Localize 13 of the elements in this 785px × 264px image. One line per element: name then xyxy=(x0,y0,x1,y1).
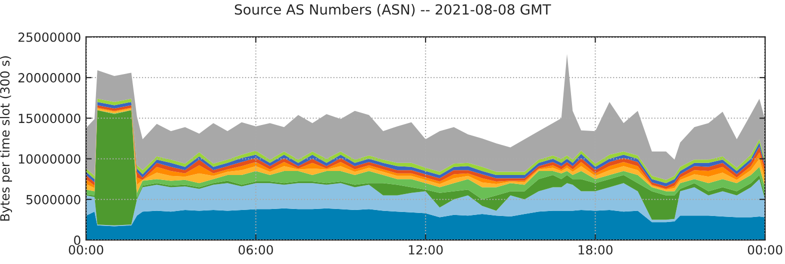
y-tick-label: 25000000 xyxy=(18,32,80,42)
x-tick-label: 00:00 xyxy=(68,245,104,255)
y-tick-label: 5000000 xyxy=(26,194,80,204)
x-tick-label: 06:00 xyxy=(238,245,273,255)
y-tick-label: 20000000 xyxy=(18,73,80,83)
y-tick-label: 0 xyxy=(74,235,80,245)
x-tick-label: 00:00 xyxy=(748,245,782,255)
y-tick-label: 15000000 xyxy=(18,114,80,124)
chart-title: Source AS Numbers (ASN) -- 2021-08-08 GMT xyxy=(234,4,552,16)
y-tick-label: 10000000 xyxy=(18,154,80,164)
x-tick-label: 12:00 xyxy=(408,245,443,255)
y-axis-title: Bytes per time slot (300 s) xyxy=(0,56,12,221)
x-tick-label: 18:00 xyxy=(578,245,612,255)
